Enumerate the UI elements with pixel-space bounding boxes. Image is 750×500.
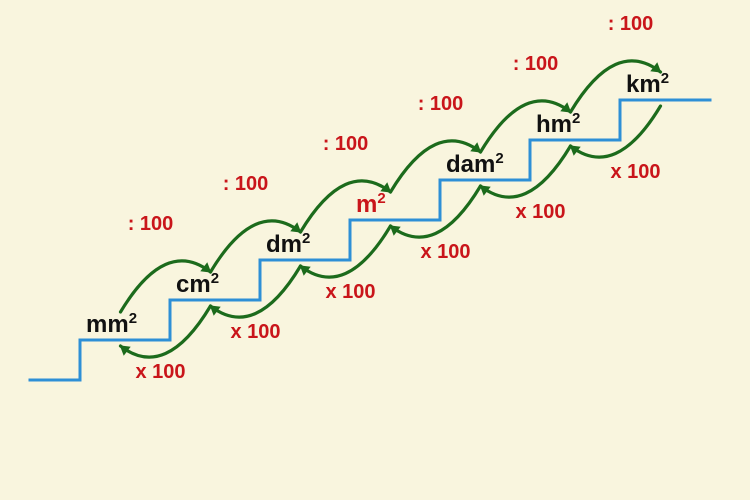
unit-base: dm [266, 231, 302, 258]
unit-dam: dam2 [446, 150, 528, 182]
area-unit-staircase: mm2cm2dm2m2dam2hm2km2: 100x 100: 100x 10… [0, 0, 750, 500]
unit-m: m2 [356, 190, 438, 222]
label-up-3: : 100 [418, 93, 464, 115]
unit-mm: mm2 [86, 310, 168, 342]
unit-base: cm [176, 271, 211, 298]
label-down-5: x 100 [610, 161, 660, 183]
unit-base: km [626, 71, 661, 98]
label-down-3: x 100 [420, 241, 470, 263]
label-up-5: : 100 [608, 13, 654, 35]
label-down-2: x 100 [325, 281, 375, 303]
unit-exponent: 2 [377, 190, 385, 207]
unit-hm: hm2 [536, 110, 618, 142]
unit-dm: dm2 [266, 230, 348, 262]
label-down-1: x 100 [230, 321, 280, 343]
unit-km: km2 [626, 70, 708, 102]
unit-base: m [356, 191, 377, 218]
unit-exponent: 2 [572, 110, 580, 127]
label-up-1: : 100 [223, 173, 269, 195]
unit-base: dam [446, 151, 495, 178]
unit-exponent: 2 [129, 310, 137, 327]
label-up-0: : 100 [128, 213, 174, 235]
unit-base: hm [536, 111, 572, 138]
unit-exponent: 2 [302, 230, 310, 247]
label-down-0: x 100 [135, 361, 185, 383]
unit-base: mm [86, 311, 129, 338]
label-up-4: : 100 [513, 53, 559, 75]
unit-exponent: 2 [495, 150, 503, 167]
label-up-2: : 100 [323, 133, 369, 155]
label-down-4: x 100 [515, 201, 565, 223]
unit-cm: cm2 [176, 270, 258, 302]
